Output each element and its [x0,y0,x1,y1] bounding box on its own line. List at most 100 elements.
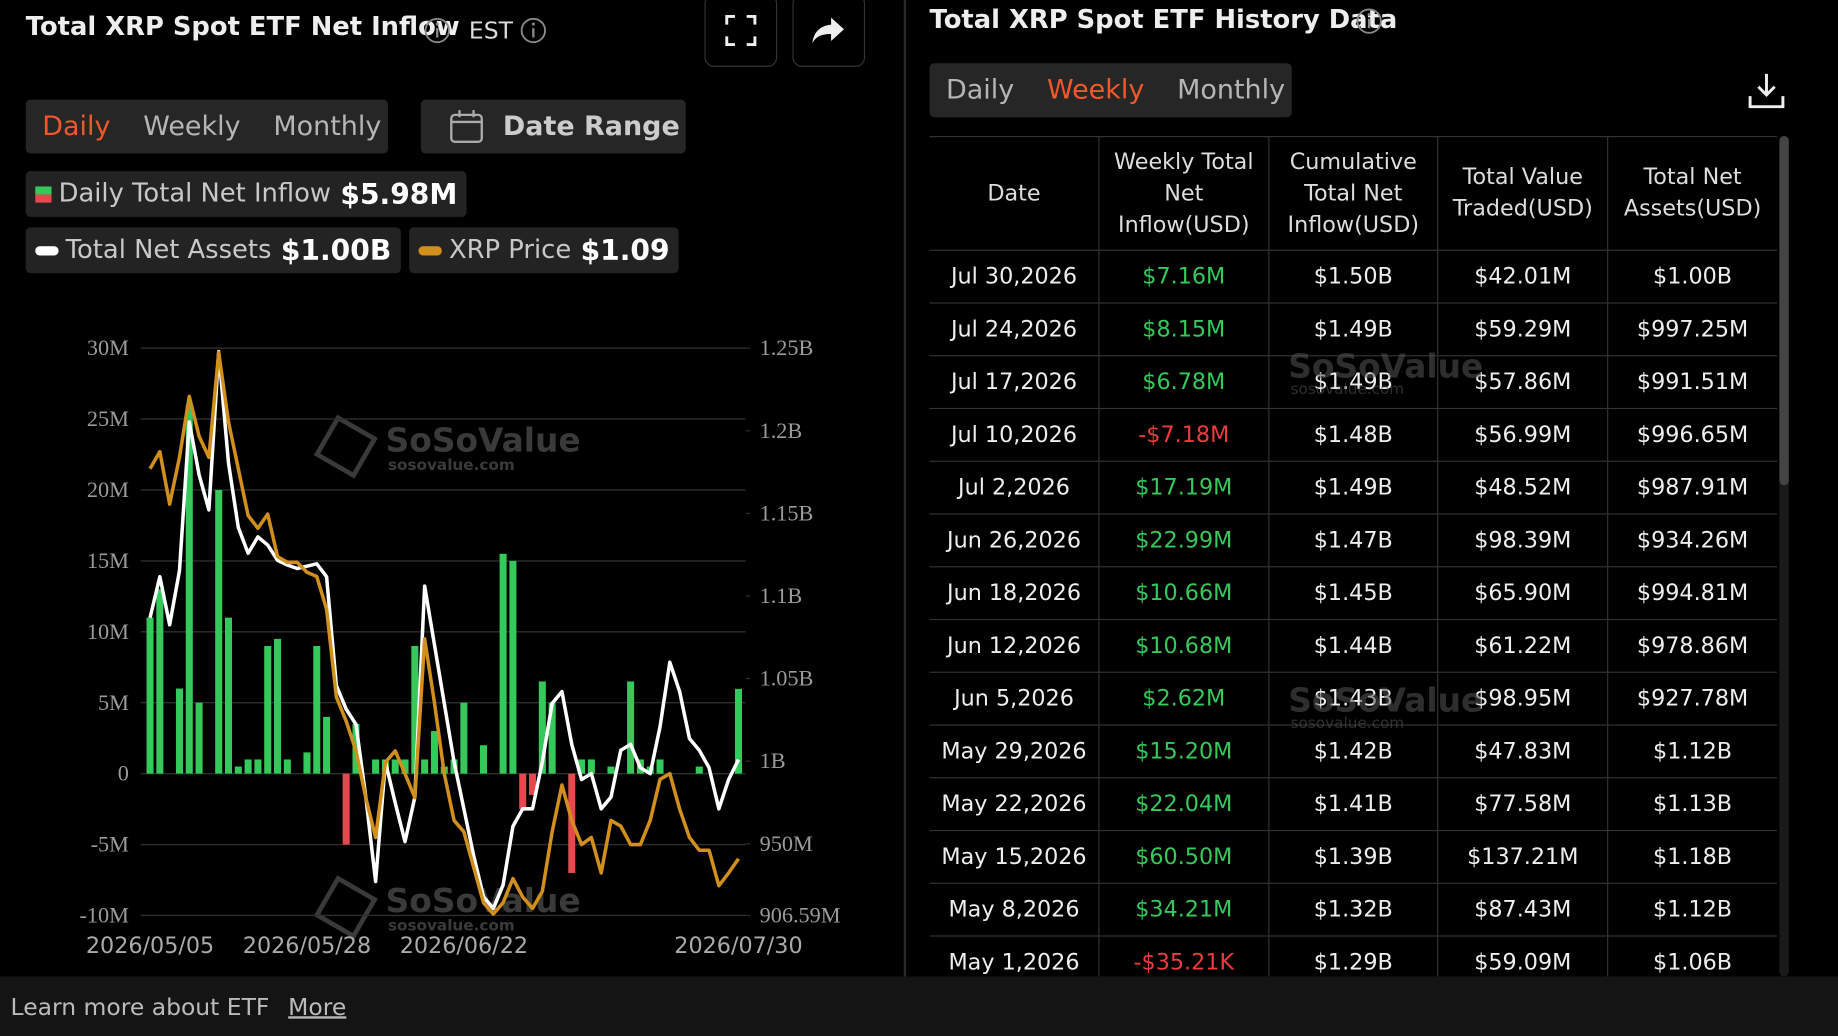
watermark-logo [313,414,378,479]
tab[interactable]: Monthly [1177,75,1286,106]
chart: SoSoValuesosovalue.comSoSoValuesosovalue… [79,335,840,959]
table-cell: $59.29M [1438,303,1609,357]
table-cell: $98.39M [1438,514,1609,568]
table-cell: May 29,2026 [929,725,1100,779]
net-inflow-cell: $22.04M [1099,777,1270,832]
table-cell: $1.49B [1268,355,1439,410]
share-button[interactable] [792,0,866,67]
scrollbar-track [1779,135,1789,977]
table-cell: $1.12B [1607,725,1778,779]
y-tick-label: 5M [98,690,129,715]
net-inflow-cell: $17.19M [1099,461,1270,515]
legend-assets: Total Net Assets $1.00B [25,227,401,274]
table-cell: $996.65M [1607,408,1778,462]
y2-tick-label: 1.05B [760,666,814,691]
table-cell: Jun 26,2026 [929,514,1100,568]
tab[interactable]: Daily [945,75,1015,106]
table-row: Jul 10,2026 -$7.18M $1.48B $56.99M $996.65M [929,408,1778,462]
date-range-label: Date Range [502,111,680,142]
chart-title: Total XRP Spot ETF Net Inflow [25,12,460,43]
table-viewport: Date Weekly Total Net Inflow(USD) Cumulati… [929,135,1778,977]
legend-swatch [418,245,442,255]
table-cell: $98.95M [1438,672,1609,726]
bar [411,645,419,774]
table-cell: $1.13B [1607,777,1778,832]
table-cell: $59.09M [1438,935,1609,977]
y-tick-label: 30M [87,335,129,360]
net-inflow-cell: $7.16M [1099,250,1270,304]
bar [283,759,291,774]
table-cell: $87.43M [1438,883,1609,937]
net-inflow-cell: $15.20M [1099,725,1270,779]
bar [264,645,272,774]
net-inflow-cell: $8.15M [1099,303,1270,357]
watermark-site: sosovalue.com [388,917,515,935]
footer-link[interactable]: More [288,992,347,1021]
table-cell: Jul 17,2026 [929,355,1100,410]
table-row: Jul 17,2026 $6.78M $1.49B $57.86M $991.51M [929,355,1778,410]
tab[interactable]: Daily [42,111,111,142]
bar [578,759,586,774]
column-header: Cumulative Total Net Inflow(USD) [1268,135,1439,251]
scrollbar-thumb[interactable] [1779,135,1789,486]
x-tick-label: 2026/05/05 [86,933,214,959]
table-cell: Jun 18,2026 [929,566,1100,621]
table-cell: $1.49B [1268,303,1439,357]
bar [627,681,635,774]
legend-inflow: Daily Total Net Inflow $5.98M [25,171,467,217]
bar [421,759,429,774]
bar [656,759,664,774]
line [148,350,740,916]
tab[interactable]: Monthly [273,111,382,142]
table-cell: Jul 2,2026 [929,461,1100,515]
table-row: Jun 12,2026 $10.68M $1.44B $61.22M $978.86M [929,619,1778,673]
bar [430,731,438,774]
bar [224,617,233,774]
legend-label: Daily Total Net Inflow [58,179,332,209]
bar [146,617,154,774]
table-cell: $978.86M [1607,619,1778,673]
download-button[interactable] [1747,70,1787,110]
bar [734,688,742,774]
table-cell: $1.18B [1607,830,1778,884]
table-cell: $65.90M [1438,566,1609,621]
table-cell: $1.29B [1268,935,1439,977]
bar [254,759,262,774]
net-inflow-cell: $34.21M [1099,883,1270,937]
table-cell: May 1,2026 [929,935,1100,977]
table-cell: $1.42B [1268,725,1439,779]
date-range-button[interactable]: Date Range [420,99,686,154]
legend-swatch [35,245,59,255]
net-inflow-cell: -$7.18M [1099,408,1270,462]
table-cell: $1.48B [1268,408,1439,462]
net-inflow-cell: $6.78M [1099,355,1270,410]
footer: Learn more about ETF More [0,976,1838,1036]
bar [391,759,399,774]
net-inflow-cell: $60.50M [1099,830,1270,884]
info-icon[interactable] [423,16,451,44]
info-icon[interactable] [1355,7,1383,35]
info-icon[interactable] [519,16,547,44]
y-tick-label: 10M [87,619,129,644]
y-tick-label: -5M [91,832,130,857]
timezone[interactable]: EST [468,16,513,45]
tab[interactable]: Weekly [143,111,241,142]
table-row: May 29,2026 $15.20M $1.42B $47.83M $1.12B [929,725,1778,779]
table-row: May 22,2026 $22.04M $1.41B $77.58M $1.13B [929,777,1778,832]
interval-tabs: Daily Weekly Monthly [25,99,388,154]
fullscreen-icon [725,14,757,47]
table-row: Jun 5,2026 $2.62M $1.43B $98.95M $927.78M [929,672,1778,726]
bar [215,489,223,774]
y2-tick-label: 1.25B [760,335,814,360]
header-row: Date Weekly Total Net Inflow(USD) Cumulati… [929,135,1778,251]
table-cell: $1.00B [1607,250,1778,304]
y2-tick-label: 1.15B [760,500,814,525]
fullscreen-button[interactable] [704,0,778,67]
x-tick-label: 2026/07/30 [674,933,802,959]
tab[interactable]: Weekly [1047,75,1145,106]
bar [185,404,193,774]
bar [313,645,321,774]
table-cell: $1.49B [1268,461,1439,515]
x-tick-label: 2026/05/28 [243,933,371,959]
